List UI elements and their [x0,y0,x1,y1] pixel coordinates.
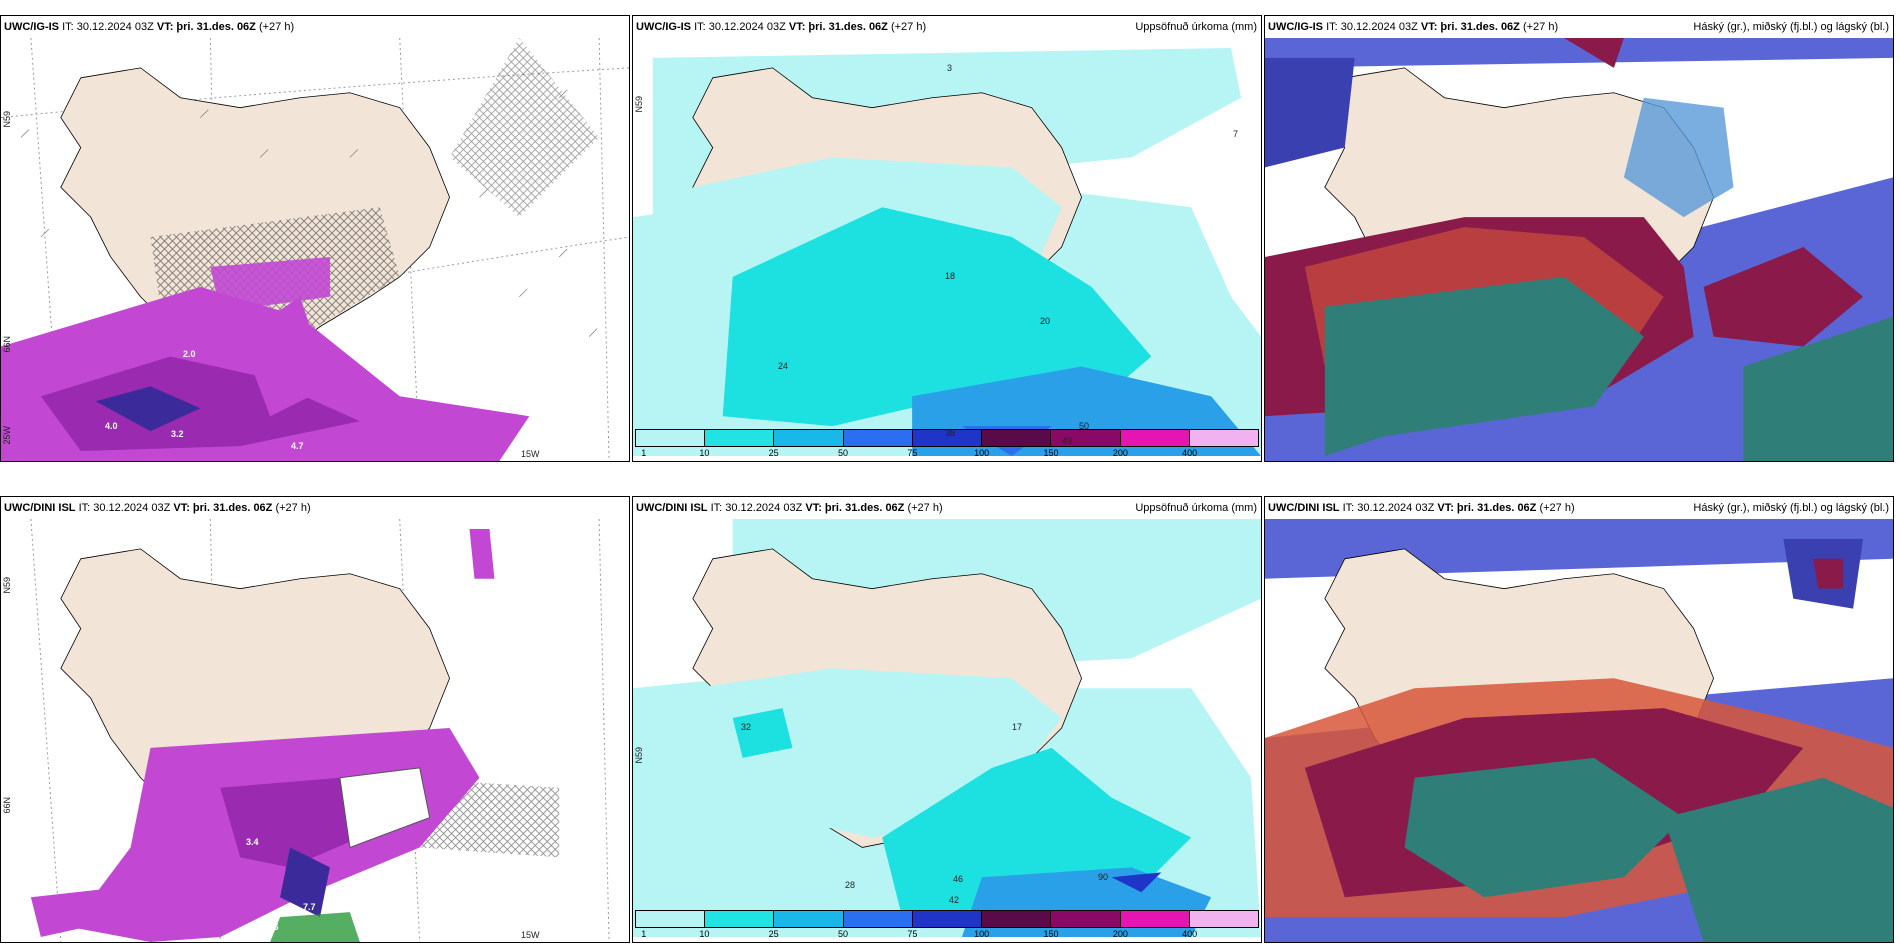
colorbar-swatch [843,430,913,446]
colorbar [635,910,1259,928]
precip-value: 20 [1040,316,1051,326]
panel-top-wind-precip: UWC/IG-IS IT: 30.12.2024 03Z VT: þri. 31… [0,15,630,462]
field-label: Háský (gr.), miðský (fj.bl.) og lágský (… [1693,21,1889,33]
colorbar-tick: 10 [699,448,710,458]
colorbar-swatch [1120,911,1190,927]
colorbar-tick: 50 [837,929,849,939]
panel-top-clouds: UWC/IG-IS IT: 30.12.2024 03Z VT: þri. 31… [1264,15,1894,462]
colorbar-tick: 1 [641,448,647,458]
panel-bottom-precip: UWC/DINI ISL IT: 30.12.2024 03Z VT: þri.… [632,496,1262,943]
colorbar-swatch [982,911,1052,927]
colorbar-tick: 75 [907,929,918,939]
lat-label: N59 [2,577,12,594]
precip-value: 42 [949,895,960,905]
lon-label: 15W [521,449,540,459]
panel-header: UWC/IG-IS IT: 30.12.2024 03Z VT: þri. 31… [633,16,1261,38]
colorbar-tick: 10 [699,929,710,939]
precip-value: 3.4 [246,837,259,847]
colorbar-tick: 200 [1112,929,1128,939]
precip-value: 38 [945,428,956,438]
panel-top-precip: UWC/IG-IS IT: 30.12.2024 03Z VT: þri. 31… [632,15,1262,462]
precip-value: 50 [1079,421,1090,431]
colorbar [635,429,1259,447]
precip-value: 24 [778,361,789,371]
panel-header: UWC/DINI ISL IT: 30.12.2024 03Z VT: þri.… [1,497,629,519]
colorbar-tick: 400 [1182,448,1198,458]
field-label: Uppsöfnuð úrkoma (mm) [1135,502,1257,514]
precip-value: 18 [945,271,956,281]
precip-value: 6.6 [266,922,279,932]
colorbar-ticks: 1 10 25 50 75 100 150 200 400 [635,448,1259,460]
colorbar-swatch [774,430,844,446]
precip-map [633,38,1261,461]
colorbar-swatch [1189,430,1258,446]
colorbar-tick: 400 [1182,929,1198,939]
precip-value: 7.7 [303,902,316,912]
colorbar-swatch [912,430,983,446]
precip-value: 17 [1012,722,1023,732]
lat-label: N59 [2,111,12,128]
colorbar-swatch [705,911,775,927]
precip-value: 4.0 [105,421,118,431]
colorbar-tick: 100 [974,929,990,939]
colorbar-ticks: 1 10 25 50 75 100 150 200 400 [635,929,1259,941]
colorbar-tick: 1 [641,929,647,939]
colorbar-swatch [982,430,1052,446]
colorbar-swatch [1051,911,1121,927]
colorbar-tick: 150 [1043,448,1059,458]
colorbar-swatch [1051,430,1121,446]
precip-value: 3.2 [171,429,184,439]
cloud-map [1265,519,1893,942]
colorbar-swatch [705,430,775,446]
colorbar-swatch [912,911,983,927]
lat-label-2: 66N [2,797,12,814]
panel-bottom-wind-precip: UWC/DINI ISL IT: 30.12.2024 03Z VT: þri.… [0,496,630,943]
colorbar-swatch [843,911,913,927]
panel-header: UWC/DINI ISL IT: 30.12.2024 03Z VT: þri.… [1265,497,1893,519]
colorbar-tick: 50 [837,448,849,458]
panel-header: UWC/IG-IS IT: 30.12.2024 03Z VT: þri. 31… [1,16,629,38]
cloud-map [1265,38,1893,461]
colorbar-tick: 100 [974,448,990,458]
panel-header: UWC/IG-IS IT: 30.12.2024 03Z VT: þri. 31… [1265,16,1893,38]
colorbar-swatch [774,911,844,927]
colorbar-swatch [1189,911,1258,927]
lat-label-2: 66N [2,336,12,353]
field-label: Háský (gr.), miðský (fj.bl.) og lágský (… [1693,502,1889,514]
colorbar-swatch [636,430,706,446]
precip-value: 49 [1062,436,1073,446]
colorbar-tick: 200 [1112,448,1128,458]
precip-value: 2.0 [183,349,196,359]
wind-precip-map [1,38,629,461]
colorbar-tick: 25 [768,929,779,939]
panel-bottom-clouds: UWC/DINI ISL IT: 30.12.2024 03Z VT: þri.… [1264,496,1894,943]
panel-header: UWC/DINI ISL IT: 30.12.2024 03Z VT: þri.… [633,497,1261,519]
precip-map [633,519,1261,942]
precip-value: 32 [741,722,752,732]
precip-value: 4.7 [291,441,304,451]
precip-value: 5.4 [393,895,406,905]
precip-value: 3 [947,63,953,73]
precip-value: 28 [845,880,856,890]
colorbar-tick: 150 [1043,929,1059,939]
lat-label: N59 [634,96,644,113]
precip-value: 46 [953,874,964,884]
colorbar-swatch [1120,430,1190,446]
colorbar-tick: 75 [907,448,918,458]
lon-label-left: 25W [2,426,12,445]
lat-label: N59 [634,747,644,764]
precip-value: 7 [1233,129,1239,139]
wind-precip-map [1,519,629,942]
colorbar-swatch [636,911,706,927]
field-label: Uppsöfnuð úrkoma (mm) [1135,21,1257,33]
colorbar-tick: 25 [768,448,779,458]
precip-value: 90 [1098,872,1109,882]
lon-label: 15W [521,930,540,940]
